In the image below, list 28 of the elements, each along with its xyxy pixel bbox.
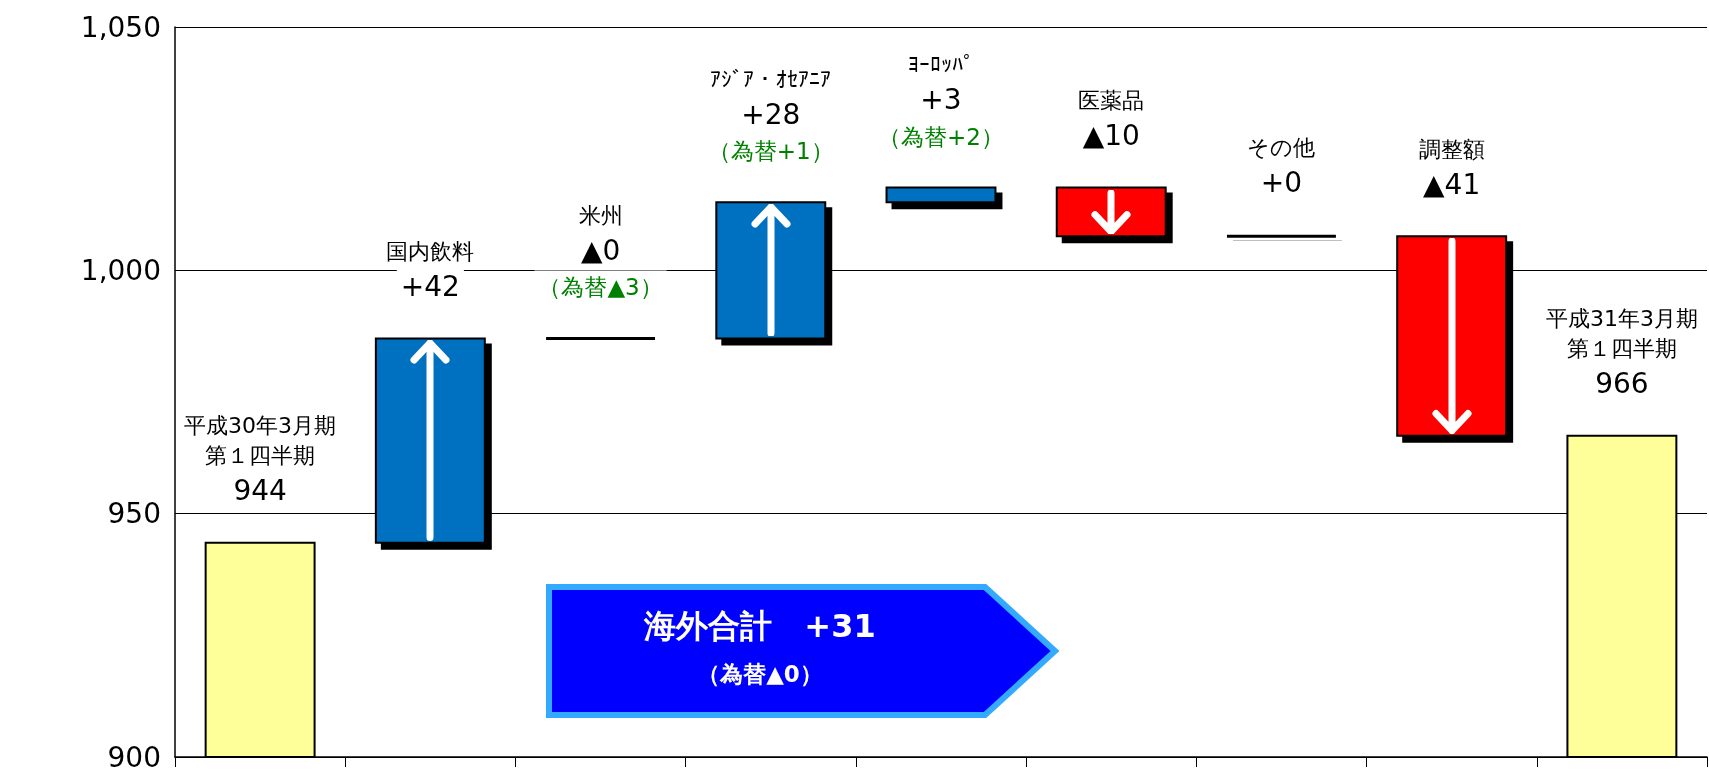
data-label: 944 — [233, 474, 287, 508]
annotation: 海外合計 +31 — [643, 606, 877, 647]
data-label: 966 — [1595, 367, 1649, 401]
annotation: （為替▲0） — [696, 660, 824, 689]
annotation: （為替+1） — [707, 138, 834, 165]
x-tick-label: 医薬品 — [1078, 88, 1145, 114]
y-tick-label: 1,000 — [80, 253, 161, 287]
x-tick-label: 米州 — [578, 202, 623, 228]
x-tick-label: ｱｼﾞｱ・ｵｾｱﾆｱ — [710, 66, 832, 92]
data-label: ▲41 — [1423, 167, 1481, 201]
annotation: （為替+2） — [878, 123, 1004, 150]
data-label: +42 — [400, 269, 460, 303]
data-label: +0 — [1260, 166, 1303, 200]
x-tick-label: 調整額 — [1418, 136, 1485, 162]
data-label: +3 — [920, 83, 962, 117]
x-tick-label: 平成31年3月期第１四半期 — [1545, 306, 1698, 362]
data-label: +28 — [741, 97, 801, 131]
x-tick-label: 国内飲料 — [386, 238, 475, 264]
data-label: ▲0 — [580, 233, 621, 267]
x-tick-label: その他 — [1247, 135, 1316, 161]
y-tick-label: 950 — [107, 497, 161, 531]
annotation: （為替▲3） — [538, 274, 663, 301]
x-tick-label: 平成30年3月期第１四半期 — [184, 413, 337, 469]
y-tick-label: 900 — [107, 740, 161, 773]
data-label: ▲10 — [1082, 119, 1140, 153]
x-tick-label: ﾖｰﾛｯﾊﾟ — [908, 52, 974, 78]
y-tick-label: 1,050 — [80, 10, 161, 44]
arrow-sign: 海外合計 +31 （為替▲0） — [545, 583, 1060, 719]
